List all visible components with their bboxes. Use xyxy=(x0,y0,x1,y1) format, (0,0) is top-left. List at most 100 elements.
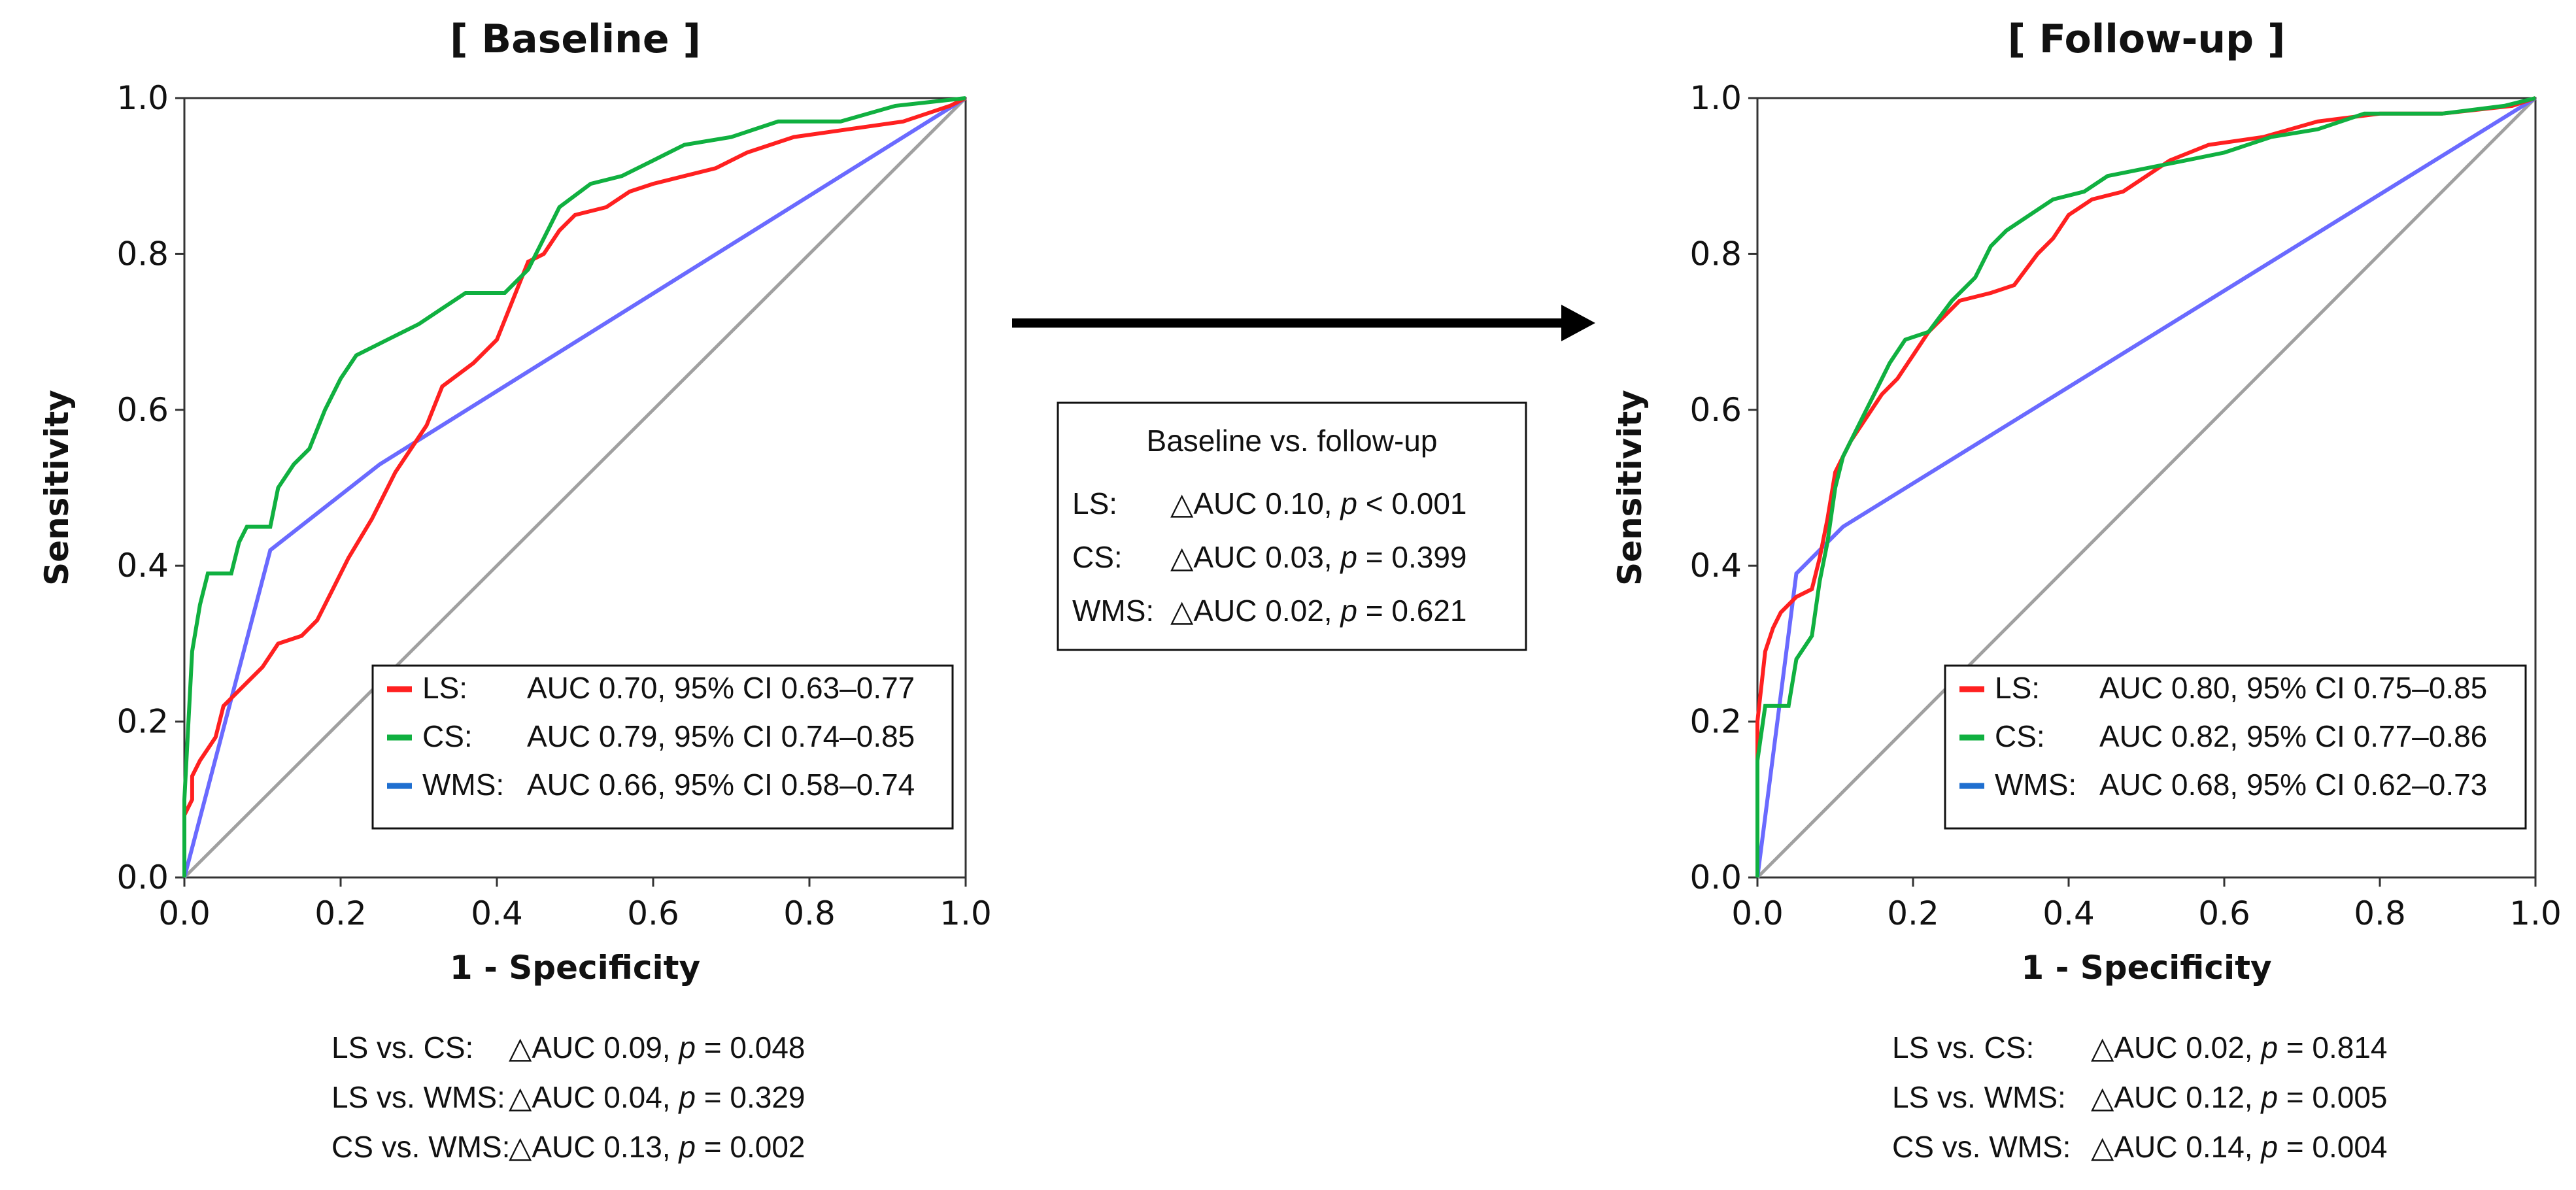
comparison-value: △AUC 0.09, p = 0.048 xyxy=(509,1030,805,1064)
cs-roc-curve xyxy=(1755,96,2536,877)
comparison-value: △AUC 0.13, p = 0.002 xyxy=(509,1130,805,1164)
arrow-head xyxy=(1561,305,1595,341)
delta-auc: △AUC 0.03, xyxy=(1170,540,1340,574)
legend-key: WMS: xyxy=(1995,768,2076,802)
p-value: = 0.814 xyxy=(2278,1030,2388,1064)
y-tick-label: 0.4 xyxy=(1689,547,1742,585)
legend-key: LS: xyxy=(1995,671,2040,705)
baseline-panel: [ Baseline ] 0.0 0.2 0.4 0.6 0.8 1.0 0.0 0.2 0.4 0… xyxy=(38,16,992,1164)
p-value: = 0.002 xyxy=(696,1130,805,1164)
legend-text: AUC 0.80, 95% CI 0.75–0.85 xyxy=(2099,671,2487,705)
x-tick-label: 0.0 xyxy=(158,894,211,932)
delta-auc: △AUC 0.04, xyxy=(509,1080,679,1114)
legend-text: AUC 0.68, 95% CI 0.62–0.73 xyxy=(2099,768,2487,802)
y-tick-label: 1.0 xyxy=(1689,79,1742,117)
legend-text: AUC 0.79, 95% CI 0.74–0.85 xyxy=(527,719,915,753)
p-value: = 0.005 xyxy=(2278,1080,2388,1114)
follow-up-panel: [ Follow-up ] 0.0 0.2 0.4 0.6 0.8 1.0 0.0 0.2 0.4… xyxy=(1611,16,2562,1164)
p-symbol: p xyxy=(2260,1130,2278,1164)
comparison-label: LS vs. CS: xyxy=(1892,1030,2034,1064)
comparison-value: △AUC 0.02, p = 0.814 xyxy=(2091,1030,2388,1064)
comparison-box-label: LS: xyxy=(1072,486,1117,520)
legend-text: AUC 0.82, 95% CI 0.77–0.86 xyxy=(2099,719,2487,753)
comparison-label: CS vs. WMS: xyxy=(1892,1130,2071,1164)
legend-text: AUC 0.66, 95% CI 0.58–0.74 xyxy=(527,768,915,802)
p-symbol: p xyxy=(1339,486,1357,520)
p-symbol: p xyxy=(1339,594,1357,628)
x-tick-label: 0.8 xyxy=(2354,894,2406,932)
comparison-value: △AUC 0.14, p = 0.004 xyxy=(2091,1130,2388,1164)
y-tick-label: 0.0 xyxy=(116,858,169,896)
comparison-box-label: CS: xyxy=(1072,540,1123,574)
reference-roc-curve xyxy=(183,97,967,879)
x-tick-label: 0.6 xyxy=(627,894,679,932)
y-tick-label: 0.0 xyxy=(1689,858,1742,896)
comparison-label: LS vs. CS: xyxy=(331,1030,473,1064)
baseline-vs-follow-up-box: Baseline vs. follow-up LS: △AUC 0.10, p <… xyxy=(1057,401,1527,651)
transition-arrow xyxy=(1012,305,1595,341)
p-symbol: p xyxy=(2260,1080,2278,1114)
legend-frame xyxy=(1944,664,2527,830)
delta-auc: △AUC 0.12, xyxy=(2091,1080,2261,1114)
legend-key: CS: xyxy=(1995,719,2045,753)
p-value: = 0.004 xyxy=(2278,1130,2388,1164)
comparison-label: CS vs. WMS: xyxy=(331,1130,510,1164)
comparison-box-value: △AUC 0.10, p < 0.001 xyxy=(1170,486,1467,520)
p-value: = 0.048 xyxy=(696,1030,805,1064)
y-axis-label: Sensitivity xyxy=(1611,390,1649,586)
x-tick-label: 0.2 xyxy=(314,894,367,932)
chart-title: [ Baseline ] xyxy=(450,16,701,62)
delta-auc: △AUC 0.09, xyxy=(509,1030,679,1064)
legend-box: LS: AUC 0.80, 95% CI 0.75–0.85 CS: AUC 0.82… xyxy=(1944,664,2527,830)
p-value: = 0.399 xyxy=(1357,540,1467,574)
x-tick-label: 0.4 xyxy=(471,894,523,932)
p-symbol: p xyxy=(677,1030,696,1064)
x-tick-label: 0.0 xyxy=(1731,894,1784,932)
legend-key: CS: xyxy=(422,719,473,753)
comparison-box-title: Baseline vs. follow-up xyxy=(1147,424,1438,458)
y-tick-label: 0.6 xyxy=(1689,391,1742,429)
reference-roc-curve xyxy=(1756,97,2537,879)
x-axis-label: 1 - Specificity xyxy=(450,949,700,987)
comparison-box-label: WMS: xyxy=(1072,594,1154,628)
x-tick-label: 0.8 xyxy=(783,894,836,932)
p-value: = 0.621 xyxy=(1357,594,1467,628)
ls-roc-curve xyxy=(182,96,967,877)
y-tick-label: 1.0 xyxy=(116,79,169,117)
cs-roc-curve xyxy=(182,96,966,877)
delta-auc: △AUC 0.02, xyxy=(1170,594,1340,628)
comparison-value: △AUC 0.04, p = 0.329 xyxy=(509,1080,805,1114)
legend-box: LS: AUC 0.70, 95% CI 0.63–0.77 CS: AUC 0.79… xyxy=(371,664,954,830)
delta-auc: △AUC 0.02, xyxy=(2091,1030,2261,1064)
ls-roc-curve xyxy=(1755,96,2536,877)
wms-roc-curve xyxy=(182,96,967,878)
comparison-label: LS vs. WMS: xyxy=(1892,1080,2066,1114)
plot-frame xyxy=(1756,97,2537,879)
delta-auc: △AUC 0.13, xyxy=(509,1130,679,1164)
p-symbol: p xyxy=(677,1080,696,1114)
legend-frame xyxy=(371,664,954,830)
y-tick-label: 0.2 xyxy=(1689,703,1742,741)
delta-auc: △AUC 0.10, xyxy=(1170,486,1340,520)
x-tick-label: 1.0 xyxy=(940,894,992,932)
y-tick-label: 0.6 xyxy=(116,391,169,429)
legend-text: AUC 0.70, 95% CI 0.63–0.77 xyxy=(527,671,915,705)
p-value: = 0.329 xyxy=(696,1080,805,1114)
y-axis-label: Sensitivity xyxy=(38,390,76,586)
legend-key: WMS: xyxy=(422,768,504,802)
y-tick-label: 0.8 xyxy=(1689,235,1742,273)
delta-auc: △AUC 0.14, xyxy=(2091,1130,2261,1164)
comparison-box-value: △AUC 0.03, p = 0.399 xyxy=(1170,540,1467,574)
p-symbol: p xyxy=(677,1130,696,1164)
p-value: < 0.001 xyxy=(1357,486,1467,520)
comparison-label: LS vs. WMS: xyxy=(331,1080,505,1114)
y-tick-label: 0.4 xyxy=(116,547,169,585)
x-tick-label: 0.4 xyxy=(2042,894,2095,932)
x-axis-label: 1 - Specificity xyxy=(2021,949,2271,987)
chart-title: [ Follow-up ] xyxy=(2008,16,2286,62)
x-tick-label: 0.6 xyxy=(2198,894,2250,932)
comparison-box-frame xyxy=(1057,401,1527,651)
x-tick-label: 0.2 xyxy=(1887,894,1939,932)
plot-frame xyxy=(183,97,967,879)
